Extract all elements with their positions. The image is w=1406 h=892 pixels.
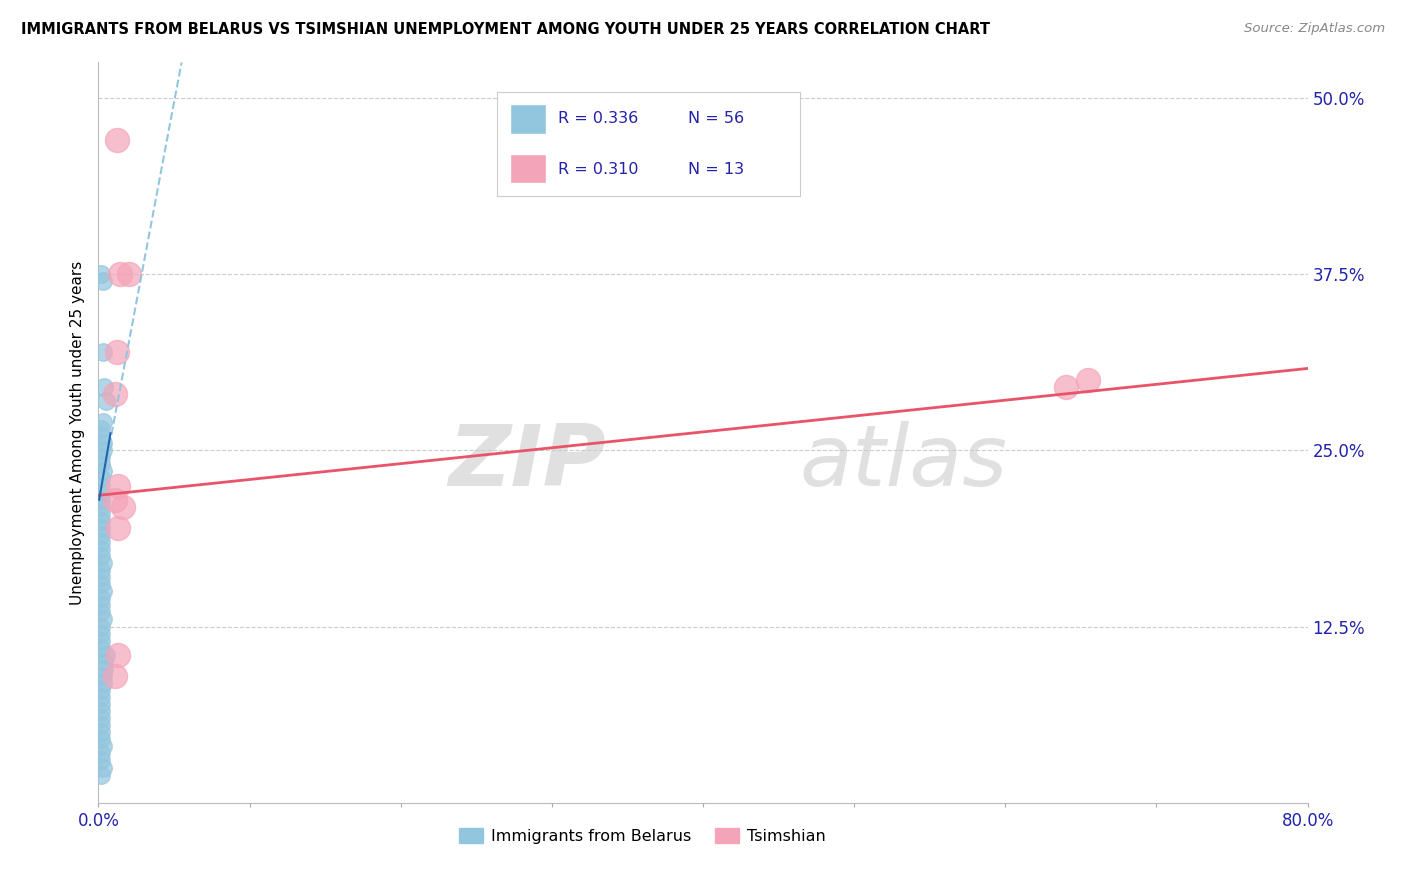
Point bbox=[90, 450, 112, 465]
Point bbox=[91, 556, 114, 570]
Text: IMMIGRANTS FROM BELARUS VS TSIMSHIAN UNEMPLOYMENT AMONG YOUTH UNDER 25 YEARS COR: IMMIGRANTS FROM BELARUS VS TSIMSHIAN UNE… bbox=[21, 22, 990, 37]
Point bbox=[107, 521, 129, 535]
Point bbox=[91, 443, 114, 458]
Point bbox=[90, 626, 112, 640]
Point bbox=[90, 767, 112, 781]
Point bbox=[1077, 373, 1099, 387]
Point bbox=[90, 577, 112, 591]
Point bbox=[90, 492, 112, 507]
Point bbox=[90, 514, 112, 528]
Text: Source: ZipAtlas.com: Source: ZipAtlas.com bbox=[1244, 22, 1385, 36]
Point bbox=[90, 690, 112, 704]
Point bbox=[104, 492, 127, 507]
Point bbox=[90, 683, 112, 698]
Point bbox=[90, 704, 112, 718]
Point bbox=[104, 669, 127, 683]
Point bbox=[90, 619, 112, 633]
Point bbox=[90, 471, 112, 485]
Point bbox=[90, 507, 112, 521]
Point bbox=[91, 344, 114, 359]
Point bbox=[91, 584, 114, 599]
Point bbox=[90, 429, 112, 443]
Point bbox=[90, 521, 112, 535]
Text: atlas: atlas bbox=[800, 421, 1008, 504]
Point bbox=[105, 133, 128, 147]
Point bbox=[107, 648, 129, 662]
Point bbox=[90, 754, 112, 768]
Point bbox=[105, 344, 128, 359]
Point bbox=[91, 274, 114, 288]
Point bbox=[91, 676, 114, 690]
Point bbox=[94, 648, 117, 662]
Point bbox=[90, 422, 112, 436]
Point bbox=[90, 570, 112, 584]
Point bbox=[1054, 380, 1077, 394]
Point bbox=[91, 436, 114, 450]
Point bbox=[90, 485, 112, 500]
Legend: Immigrants from Belarus, Tsimshian: Immigrants from Belarus, Tsimshian bbox=[453, 822, 832, 850]
Point bbox=[108, 267, 131, 281]
Point bbox=[90, 458, 112, 472]
Point bbox=[90, 541, 112, 556]
Point bbox=[91, 760, 114, 774]
Point bbox=[118, 267, 141, 281]
Point bbox=[90, 535, 112, 549]
Point bbox=[90, 549, 112, 563]
Point bbox=[91, 464, 114, 478]
Point bbox=[94, 393, 117, 408]
Point bbox=[90, 711, 112, 725]
Point bbox=[90, 528, 112, 542]
Point bbox=[91, 415, 114, 429]
Point bbox=[90, 591, 112, 606]
Point bbox=[90, 732, 112, 747]
Point bbox=[90, 633, 112, 648]
Point bbox=[90, 267, 112, 281]
Point bbox=[91, 612, 114, 626]
Point bbox=[104, 387, 127, 401]
Point bbox=[93, 662, 115, 676]
Text: ZIP: ZIP bbox=[449, 421, 606, 504]
Point bbox=[90, 478, 112, 492]
Point bbox=[90, 606, 112, 620]
Y-axis label: Unemployment Among Youth under 25 years: Unemployment Among Youth under 25 years bbox=[70, 260, 86, 605]
Point bbox=[91, 669, 114, 683]
Point bbox=[90, 747, 112, 761]
Point bbox=[111, 500, 134, 514]
Point bbox=[107, 478, 129, 492]
Point bbox=[90, 640, 112, 655]
Point bbox=[90, 599, 112, 613]
Point bbox=[93, 380, 115, 394]
Point bbox=[90, 718, 112, 732]
Point bbox=[90, 500, 112, 514]
Point bbox=[90, 563, 112, 577]
Point bbox=[91, 739, 114, 754]
Point bbox=[93, 655, 115, 669]
Point bbox=[90, 725, 112, 739]
Point bbox=[90, 697, 112, 711]
